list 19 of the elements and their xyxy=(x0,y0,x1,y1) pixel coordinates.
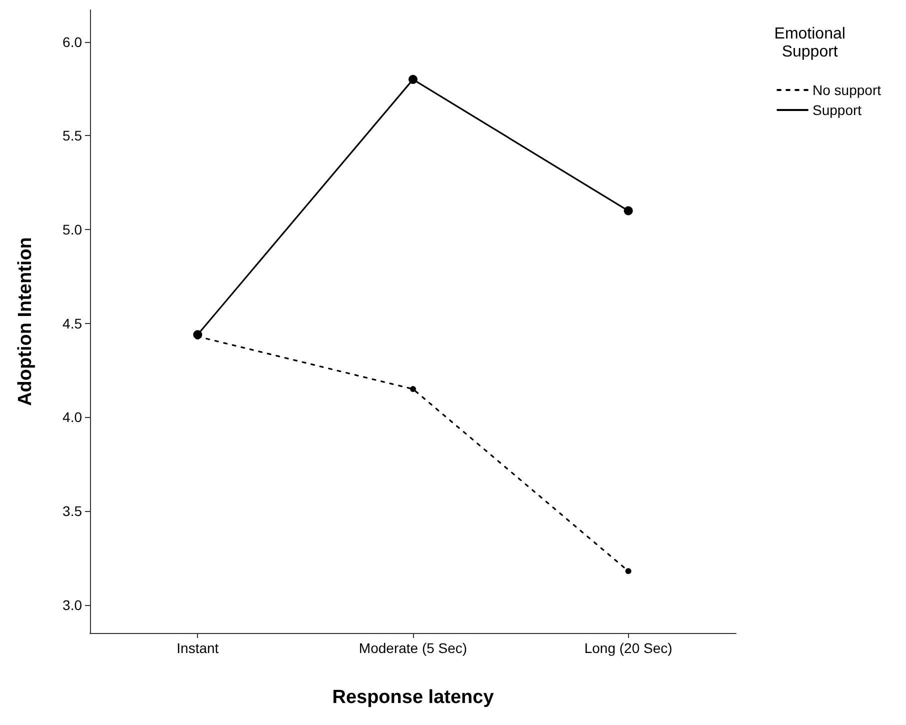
point xyxy=(625,568,632,574)
y-tick-label: 3.0 xyxy=(62,596,82,613)
point xyxy=(410,386,416,392)
y-tick-label: 4.5 xyxy=(62,315,82,332)
x-tick-label: Long (20 Sec) xyxy=(584,640,672,656)
y-axis-title: Adoption Intention xyxy=(15,237,36,406)
point xyxy=(408,74,418,84)
legend-title: Emotional Support xyxy=(774,26,846,60)
point xyxy=(624,206,633,216)
y-tick-label: 5.0 xyxy=(62,222,82,238)
y-tick-label: 5.5 xyxy=(62,128,82,144)
y-tick-label: 6.0 xyxy=(62,34,82,50)
x-tick-label: Moderate (5 Sec) xyxy=(358,640,468,656)
legend-label: Support xyxy=(812,102,862,118)
x-tick-label: Instant xyxy=(176,640,219,656)
y-tick-label: 4.0 xyxy=(62,409,82,426)
x-axis-title: Response latency xyxy=(332,687,494,708)
y-tick-label: 3.5 xyxy=(62,503,82,520)
legend-label: No support xyxy=(812,82,882,98)
